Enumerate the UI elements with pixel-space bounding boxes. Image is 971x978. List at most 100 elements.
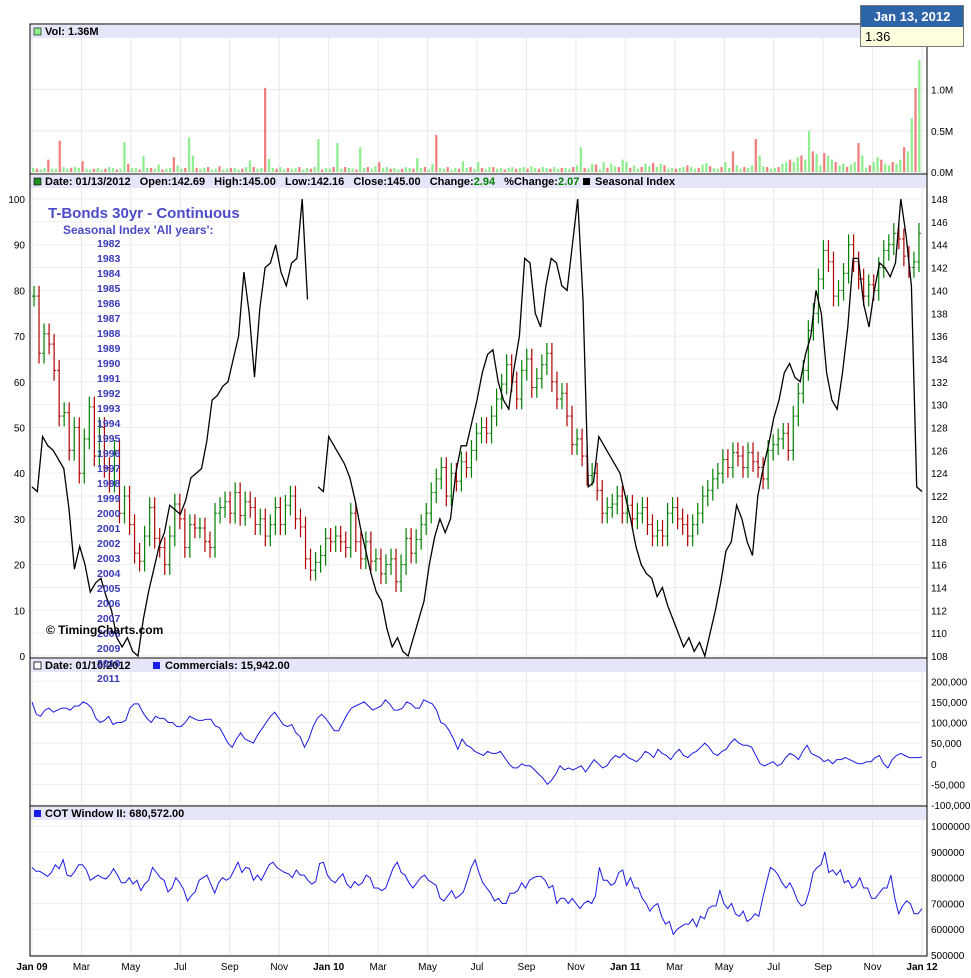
x-tick-label: Jul [174,962,187,973]
price-bar [474,422,479,461]
volume-bar [89,169,92,172]
seasonal-index-line [31,198,923,659]
volume-bar [412,168,415,172]
price-bar [97,417,102,467]
commercials-header: Commercials: 15,942.00 [165,660,290,672]
price-bar [725,449,730,478]
x-tick-label: Jul [767,962,780,973]
cot-tick-label: 1000000 [931,822,970,833]
price-bar [107,457,112,493]
volume-bar [355,169,358,172]
volume-bar [804,159,807,172]
price-bar [504,354,509,395]
price-bar [655,520,660,547]
commercials-panel [29,657,928,807]
volume-bar [260,167,263,172]
tooltip-date: Jan 13, 2012 [861,6,963,27]
seasonal-tick-label: 50 [14,424,26,435]
volume-bar [800,155,803,172]
year-label: 2006 [97,598,121,610]
volume-legend-swatch [33,27,42,36]
volume-bar [750,165,754,172]
commercials-tick-label: 0 [931,760,937,771]
volume-bar [244,167,248,172]
price-bar [539,354,544,389]
volume-bar [199,168,202,172]
price-bar [142,525,147,572]
volume-bar [796,157,799,172]
year-label: 1983 [97,253,121,265]
volume-bar [290,168,293,172]
price-bar [846,234,851,284]
price-bar [233,482,238,524]
volume-bar [766,167,769,172]
price-bar [605,497,610,524]
seasonal-tick-label: 100 [8,195,25,206]
price-bars [32,222,921,593]
price-bar [338,525,343,553]
price-bar [303,516,308,570]
year-label: 1991 [97,373,121,385]
price-bar [358,531,363,570]
cot-panel [29,805,928,957]
volume-bar [457,168,461,172]
price-bar [695,502,700,535]
volume-bar [697,167,700,172]
year-label: 1998 [97,478,121,490]
volume-bar [621,159,624,172]
price-bar [866,274,871,307]
volume-bar [100,169,103,172]
volume-bar [625,162,628,172]
price-bar [92,396,97,467]
volume-bar [210,169,214,172]
volume-bar [758,155,761,172]
volume-bar [438,167,442,172]
volume-bar [127,163,130,172]
cot-window-line [31,851,923,936]
volume-bar [834,162,837,172]
volume-bar [58,140,61,172]
volume-bar [321,169,324,172]
price-tick-label: 148 [931,195,948,206]
volume-bar [591,163,594,172]
volume-bar [712,167,716,172]
x-tick-label: Nov [567,962,585,973]
price-tick-label: 146 [931,218,948,229]
price-bar [746,442,751,478]
volume-bar [370,168,373,172]
price-bar [228,491,233,524]
x-tick-label: Sep [814,962,832,973]
x-tick-label: May [121,962,140,973]
volume-bar [343,167,347,172]
price-bar [409,528,414,564]
chart-subtitle: Seasonal Index 'All years': [63,223,213,237]
volume-bar [408,167,411,172]
price-bar [570,405,575,455]
volume-bar [165,168,168,172]
volume-bar [366,167,369,172]
volume-bar [77,167,80,172]
cot-tick-label: 800000 [931,874,965,885]
volume-tick-label: 0.5M [931,127,953,138]
price-bar [781,422,786,450]
volume-header: Vol: 1.36M [45,26,99,38]
price-bar [771,434,776,461]
price-bar [323,528,328,566]
volume-bar [651,162,655,172]
price-bar [554,371,559,410]
price-bar [238,482,243,526]
volume-bar [861,155,864,172]
price-bar [796,382,801,427]
volume-bar [271,167,274,172]
volume-tick-label: 0.0M [931,168,953,179]
volume-bar [906,151,910,172]
price-tick-label: 120 [931,515,948,526]
volume-bar [659,163,662,172]
volume-bar [518,167,522,172]
price-bar [132,514,137,564]
commercials-tick-label: 150,000 [931,698,968,709]
year-label: 2005 [97,583,121,595]
price-bar [112,440,117,493]
price-bar [182,508,187,558]
